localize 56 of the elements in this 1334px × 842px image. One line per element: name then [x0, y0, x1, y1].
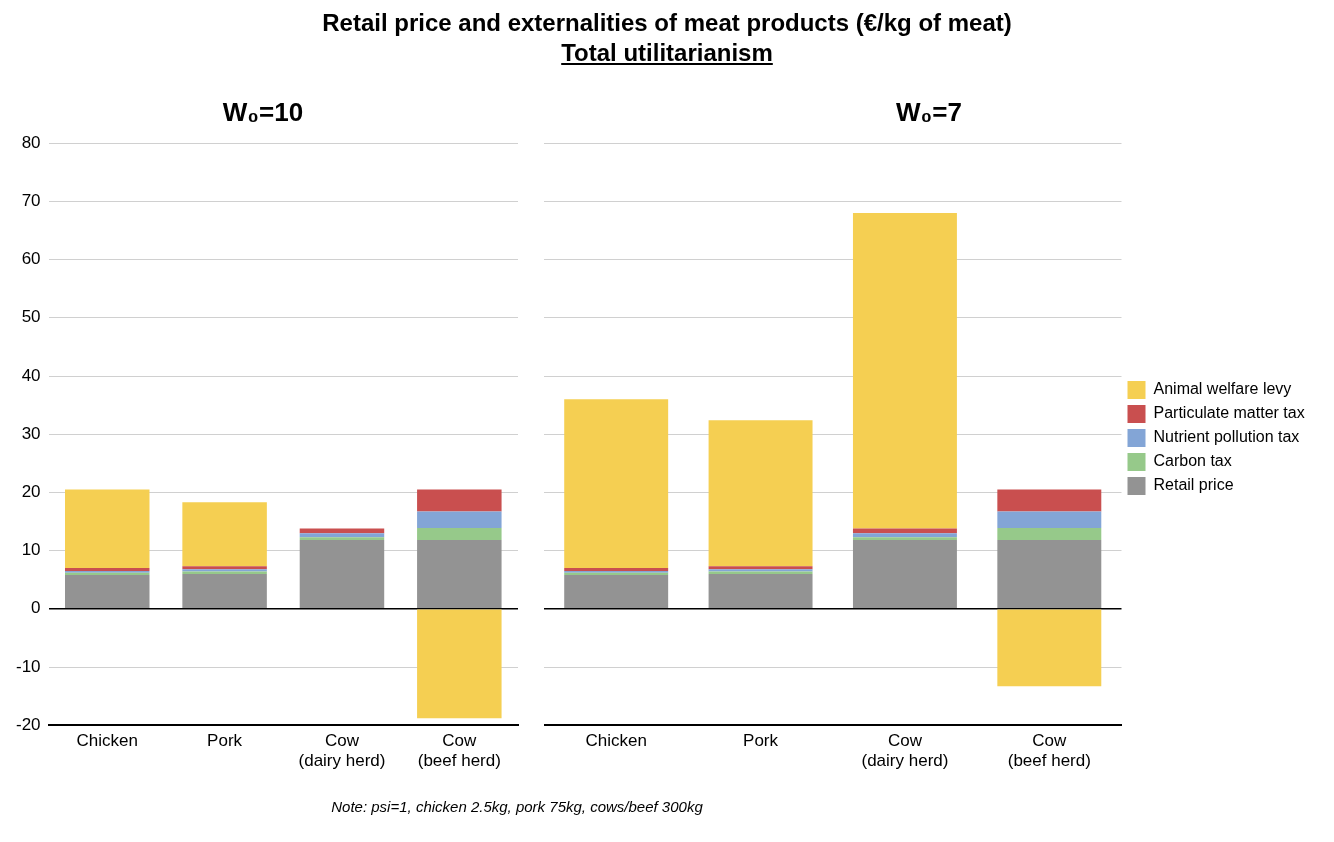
bar — [852, 528, 957, 534]
y-tick-label: 40 — [21, 365, 41, 385]
y-tick-label: 0 — [31, 598, 41, 618]
y-tick-label: -20 — [15, 714, 41, 734]
y-tick-label: 70 — [21, 191, 41, 211]
bar — [997, 527, 1102, 541]
y-tick-label: -10 — [15, 656, 41, 676]
x-tick-label: Cow (dairy herd) — [861, 731, 949, 771]
bar — [417, 511, 502, 528]
bar — [564, 575, 669, 609]
bar — [997, 540, 1102, 609]
bar — [997, 511, 1102, 528]
x-tick-label: Pork — [207, 731, 243, 751]
chart-title: W₀=7 — [896, 96, 962, 127]
bar — [65, 575, 150, 609]
legend-label: Nutrient pollution tax — [1153, 428, 1300, 446]
bar — [417, 609, 502, 719]
x-tick-label: Pork — [743, 731, 779, 751]
x-tick-label: Chicken — [585, 731, 647, 751]
legend-label: Retail price — [1153, 476, 1234, 494]
bar — [182, 502, 267, 567]
legend-label: Particulate matter tax — [1153, 404, 1305, 422]
bar — [852, 537, 957, 541]
bar — [417, 540, 502, 609]
bar — [564, 399, 669, 569]
legend-label: Animal welfare levy — [1153, 380, 1292, 398]
bar — [997, 489, 1102, 512]
bar — [299, 533, 385, 538]
text: Note: psi=1, chicken 2.5kg, pork 75kg, cows/beef 300kg — [330, 798, 704, 815]
chart-title: W₀=10 — [222, 96, 304, 127]
bar — [299, 540, 385, 609]
y-tick-label: 30 — [21, 423, 41, 443]
bar — [299, 537, 385, 541]
bar — [65, 489, 150, 569]
bar — [182, 573, 267, 609]
x-tick-label: Cow (beef herd) — [1007, 731, 1091, 771]
y-tick-label: 10 — [21, 540, 41, 560]
y-tick-label: 60 — [21, 249, 41, 269]
legend-label: Carbon tax — [1153, 452, 1232, 470]
text: Total utilitarianism — [560, 38, 774, 68]
x-tick-label: Cow (beef herd) — [417, 731, 501, 771]
bar — [417, 527, 502, 541]
text: Retail price and externalities of meat products (€/kg of meat) — [321, 8, 1013, 38]
bar — [852, 540, 957, 609]
bar — [417, 489, 502, 512]
x-tick-label: Chicken — [76, 731, 138, 751]
bar — [997, 609, 1102, 687]
x-tick-label: Cow (dairy herd) — [298, 731, 386, 771]
y-tick-label: 20 — [21, 482, 41, 502]
bar — [708, 573, 813, 609]
y-tick-label: 80 — [21, 132, 41, 152]
bar — [299, 528, 385, 534]
bar — [852, 213, 957, 529]
y-tick-label: 50 — [21, 307, 41, 327]
bar — [708, 420, 813, 567]
bar — [852, 533, 957, 538]
